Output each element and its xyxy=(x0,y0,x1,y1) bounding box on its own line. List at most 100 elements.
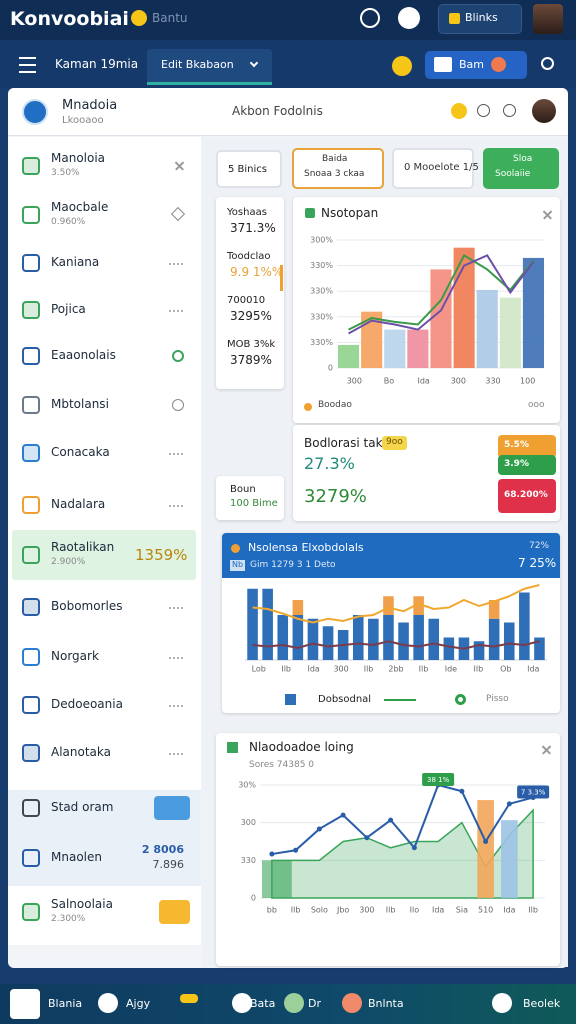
sidebar-label: Salnoolaia xyxy=(51,897,113,911)
nav-icon[interactable] xyxy=(10,989,40,1019)
nav-button-label: Bam xyxy=(459,58,485,71)
chart-subtitle: Sores 74385 0 xyxy=(249,760,315,770)
header-title: Mnadoia xyxy=(62,98,118,113)
sidebar-label: Manoloia xyxy=(51,151,106,165)
more-dot xyxy=(173,657,175,659)
more-dot xyxy=(173,505,175,507)
more-dot xyxy=(181,505,183,507)
nav-icon[interactable] xyxy=(284,993,304,1013)
sidebar-icon xyxy=(22,157,40,175)
coin-icon xyxy=(451,103,467,119)
nav-label: Blania xyxy=(48,997,83,1010)
chart-title: Nsolensa Elxobdolals xyxy=(248,541,364,554)
card-header xyxy=(8,88,568,136)
summary-value: 27.3% xyxy=(304,454,355,473)
sidebar-icon xyxy=(22,347,40,365)
sidebar-icon xyxy=(22,598,40,616)
header-icon[interactable] xyxy=(477,104,490,117)
more-dot xyxy=(169,505,171,507)
stat-value: 3295% xyxy=(230,309,272,323)
sidebar-item-active[interactable] xyxy=(12,530,196,580)
legend-label: Pisso xyxy=(486,694,509,704)
chart-card xyxy=(293,197,560,423)
more-dot xyxy=(173,705,175,707)
more-dot xyxy=(169,310,171,312)
nav-label: Dr xyxy=(308,997,321,1010)
more-dot xyxy=(169,657,171,659)
nav-button[interactable]: Bam xyxy=(425,51,527,79)
badge xyxy=(154,796,190,820)
sidebar-value: 2 8006 xyxy=(141,843,184,856)
sidebar-icon xyxy=(22,254,40,272)
search-icon[interactable] xyxy=(541,57,554,70)
summary-value: 3279% xyxy=(304,486,367,507)
nav-icon[interactable] xyxy=(492,993,512,1013)
sidebar-value: 1359% xyxy=(135,546,188,564)
header-dot xyxy=(231,544,240,553)
action-button[interactable]: 5 Binics xyxy=(216,150,282,188)
more-dot xyxy=(181,263,183,265)
summary-tag-label: 3.9% xyxy=(504,458,529,469)
summary-tag-label: 5.5% xyxy=(504,440,529,450)
sidebar-sub: 2.300% xyxy=(51,914,86,924)
more-dot xyxy=(181,753,183,755)
nav-tab[interactable]: Edit Bkabaon xyxy=(147,49,272,85)
sidebar-icon xyxy=(22,444,40,462)
chart-sub: Gim 1279 3 1 Deto xyxy=(250,560,336,570)
avatar[interactable] xyxy=(532,99,556,123)
sidebar-label: Raotalikan xyxy=(51,540,115,554)
action-label: 5 Binics xyxy=(228,164,268,175)
sidebar-icon xyxy=(22,903,40,921)
summary-card: Bodlorasi tak 9oo 27.3% 3279% 5.5% 3.9% 68.200… xyxy=(293,425,560,521)
sidebar-label: Kaniana xyxy=(51,255,100,269)
app-title: Konvoobiai xyxy=(10,8,129,30)
legend-line xyxy=(384,699,416,701)
sidebar-icon xyxy=(22,744,40,762)
sidebar-icon xyxy=(22,648,40,666)
more-dot xyxy=(177,657,179,659)
menu-line xyxy=(19,57,36,59)
sidebar-label: Mnaolen xyxy=(51,850,102,864)
legend-box xyxy=(272,688,482,710)
sidebar-label: Conacaka xyxy=(51,445,110,459)
dropdown[interactable]: Blinks xyxy=(438,4,522,34)
action-button[interactable]: 0 Mooelote 1/5 xyxy=(392,148,479,189)
chevron xyxy=(249,58,259,68)
more-dot xyxy=(177,453,179,455)
settings-icon[interactable] xyxy=(398,7,420,29)
sidebar-icon xyxy=(22,396,40,414)
chart-title: Nsotopan xyxy=(321,206,379,220)
avatar[interactable] xyxy=(533,4,563,34)
stat-accent xyxy=(280,265,283,291)
sidebar-label: Mbtolansi xyxy=(51,397,109,411)
sidebar-icon xyxy=(22,206,40,224)
more-dot xyxy=(181,657,183,659)
nav-icon[interactable] xyxy=(98,993,118,1013)
header-center: Akbon Fodolnis xyxy=(232,104,323,118)
menu-line xyxy=(19,71,36,73)
button-icon xyxy=(434,57,452,72)
badge xyxy=(159,900,190,924)
action-button[interactable]: Sloa Soolaiie xyxy=(483,148,559,189)
more-dot xyxy=(177,753,179,755)
legend-swatch xyxy=(285,694,296,705)
legend-label: Boodao xyxy=(318,400,352,410)
header-icon[interactable] xyxy=(503,104,516,117)
nav-menu-label: Kaman 19mia xyxy=(55,57,139,71)
action-button[interactable]: Baida Snoaa 3 ckaa xyxy=(292,148,384,189)
clock-icon[interactable] xyxy=(360,8,380,28)
more-dot xyxy=(181,705,183,707)
nav-icon[interactable] xyxy=(342,993,362,1013)
menu-line xyxy=(19,64,36,66)
stat-label: Toodclao xyxy=(227,251,271,262)
mini-label: Boun xyxy=(230,484,256,495)
stats-card: Yoshaas 371.3% Toodclao 9.9 1%% 700010 3295% M… xyxy=(216,197,284,389)
nav-label: Bata xyxy=(250,997,276,1010)
action-sub: Snoaa 3 ckaa xyxy=(304,169,365,179)
sidebar-label: Pojica xyxy=(51,302,86,316)
nav-icon[interactable] xyxy=(232,993,252,1013)
dropdown-label: Blinks xyxy=(465,11,498,24)
more-dot xyxy=(173,453,175,455)
logo xyxy=(22,99,48,125)
